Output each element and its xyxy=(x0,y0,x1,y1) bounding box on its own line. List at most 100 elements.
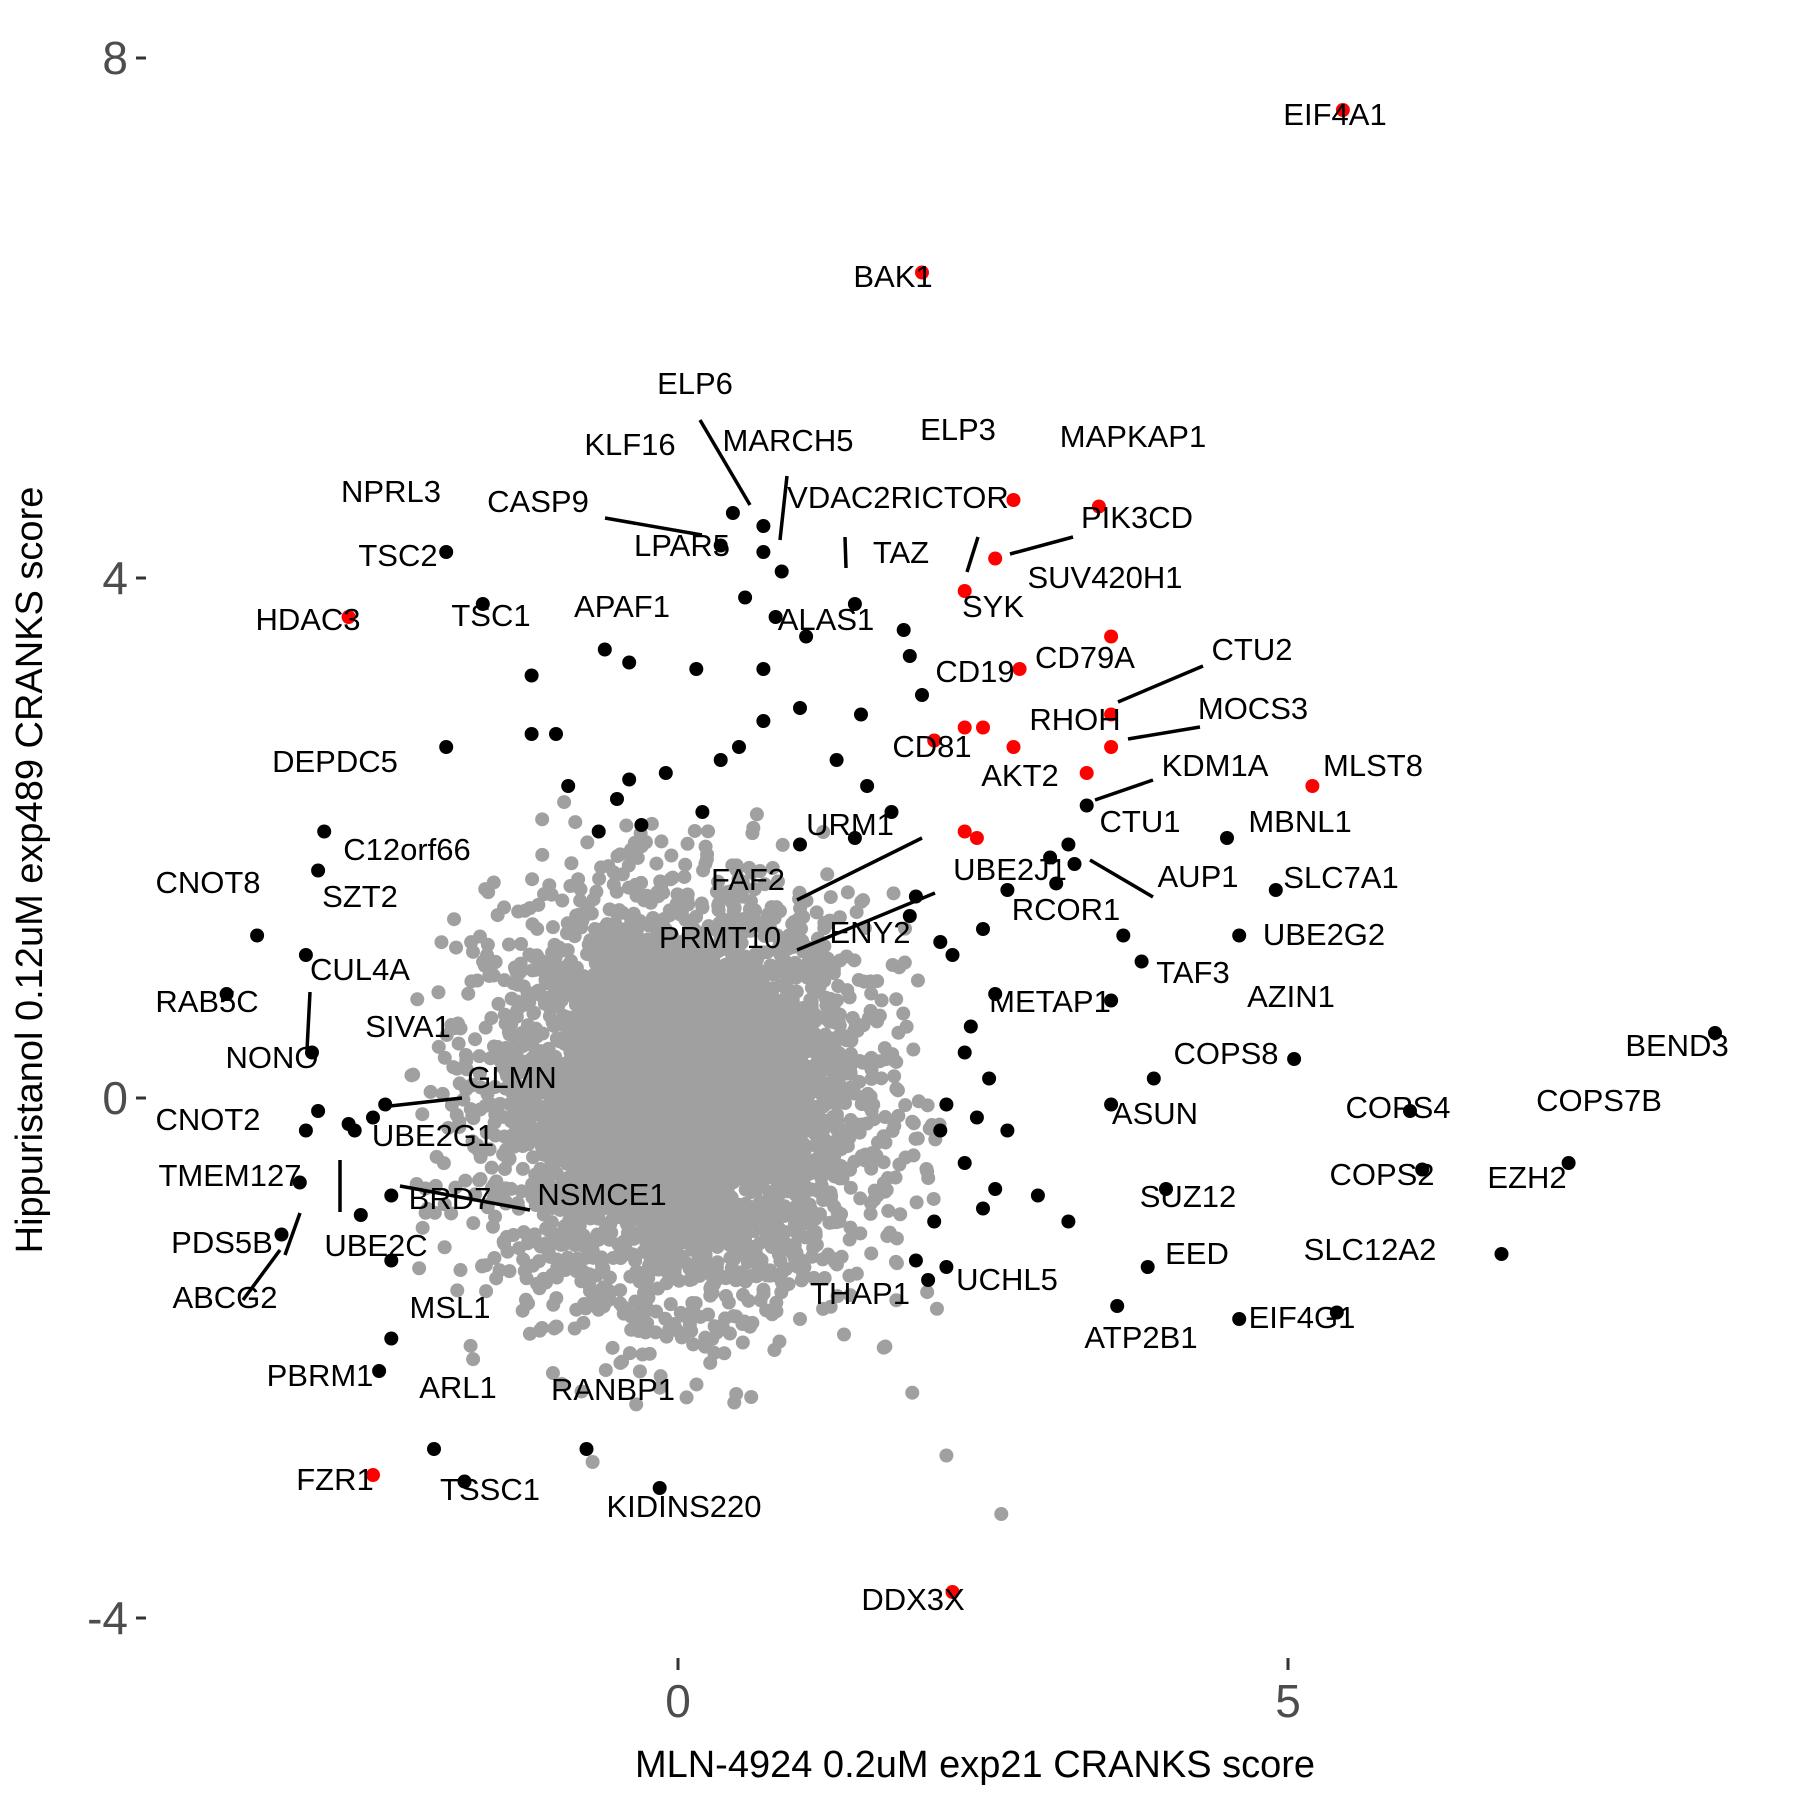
background-point xyxy=(737,880,752,895)
background-point xyxy=(581,937,596,952)
background-point xyxy=(564,856,579,871)
background-point xyxy=(515,1161,530,1176)
hit-point xyxy=(915,688,929,702)
background-point xyxy=(677,1111,692,1126)
background-point xyxy=(774,1076,789,1091)
background-point xyxy=(681,897,696,912)
background-point xyxy=(534,1120,549,1135)
background-point xyxy=(655,1048,670,1063)
background-point xyxy=(579,1170,594,1185)
background-point xyxy=(545,920,560,935)
background-point xyxy=(653,1369,668,1384)
background-point xyxy=(415,1220,430,1235)
background-point xyxy=(790,1169,805,1184)
background-point xyxy=(632,1002,647,1017)
background-point xyxy=(545,1187,560,1202)
background-point xyxy=(889,1054,904,1069)
background-point xyxy=(544,1215,559,1230)
hit-point xyxy=(860,779,875,793)
background-point xyxy=(456,1092,471,1107)
background-point xyxy=(725,896,740,911)
background-point xyxy=(838,1096,853,1111)
background-point xyxy=(771,1221,786,1236)
background-point xyxy=(776,1183,791,1198)
background-point xyxy=(592,871,607,886)
background-point xyxy=(585,1455,600,1469)
background-point xyxy=(648,1325,663,1340)
hit-point xyxy=(634,818,649,832)
background-point xyxy=(749,1170,764,1185)
background-point xyxy=(829,993,844,1008)
background-point xyxy=(688,1193,703,1208)
background-point xyxy=(709,1207,724,1222)
background-point xyxy=(639,1304,654,1319)
hit-point xyxy=(756,714,771,728)
hit-point xyxy=(957,1045,972,1060)
background-point xyxy=(711,874,726,889)
background-point xyxy=(479,1284,494,1299)
background-point xyxy=(799,1123,814,1138)
background-point xyxy=(669,1154,684,1169)
background-point xyxy=(834,1249,849,1264)
background-point xyxy=(579,1107,594,1122)
background-point xyxy=(714,1011,729,1026)
background-point xyxy=(887,1069,902,1084)
background-point xyxy=(616,1132,631,1147)
background-point xyxy=(415,1107,430,1122)
background-point xyxy=(731,936,746,951)
background-point xyxy=(541,1146,556,1161)
background-point xyxy=(793,1030,808,1045)
background-point xyxy=(548,1319,563,1334)
background-point xyxy=(810,1055,825,1070)
background-point xyxy=(781,941,796,956)
background-point xyxy=(535,847,550,862)
background-point xyxy=(850,1117,865,1132)
background-point xyxy=(731,965,746,980)
background-point xyxy=(459,1062,474,1077)
background-point xyxy=(705,1286,720,1301)
background-point xyxy=(721,1295,736,1310)
background-point xyxy=(662,1074,677,1089)
background-point xyxy=(785,1121,800,1136)
background-point xyxy=(641,1196,656,1211)
background-point xyxy=(595,1037,610,1052)
background-point xyxy=(532,1281,547,1296)
background-point xyxy=(765,1192,780,1207)
background-point xyxy=(755,1260,770,1275)
background-point xyxy=(694,1239,709,1254)
background-point xyxy=(737,1075,752,1090)
background-point xyxy=(658,1218,673,1233)
background-point-cloud xyxy=(404,795,1009,1521)
background-point xyxy=(549,1062,564,1077)
background-point xyxy=(547,1118,562,1133)
background-point xyxy=(609,884,624,899)
background-point xyxy=(496,1057,511,1072)
background-point xyxy=(842,990,857,1005)
background-point xyxy=(734,1044,749,1059)
background-point xyxy=(519,1271,534,1286)
background-point xyxy=(613,1355,628,1370)
background-point xyxy=(629,990,644,1005)
background-point xyxy=(843,1288,858,1303)
background-point xyxy=(586,1137,601,1152)
background-point xyxy=(473,1102,488,1117)
background-point xyxy=(730,1213,745,1228)
background-point xyxy=(698,988,713,1003)
background-point xyxy=(823,1147,838,1162)
background-point xyxy=(410,992,425,1007)
background-point xyxy=(484,1160,499,1175)
background-point xyxy=(533,953,548,968)
background-point xyxy=(487,1080,502,1095)
background-point xyxy=(531,1236,546,1251)
background-point xyxy=(554,1376,569,1391)
background-point xyxy=(771,1247,786,1262)
background-point xyxy=(458,1047,473,1062)
background-point xyxy=(816,1301,831,1316)
background-point xyxy=(886,886,901,901)
background-point xyxy=(635,1347,650,1362)
background-point xyxy=(483,1051,498,1066)
background-point xyxy=(812,1149,827,1164)
background-point xyxy=(487,1115,502,1130)
background-point xyxy=(437,1240,452,1255)
background-point xyxy=(603,1216,618,1231)
